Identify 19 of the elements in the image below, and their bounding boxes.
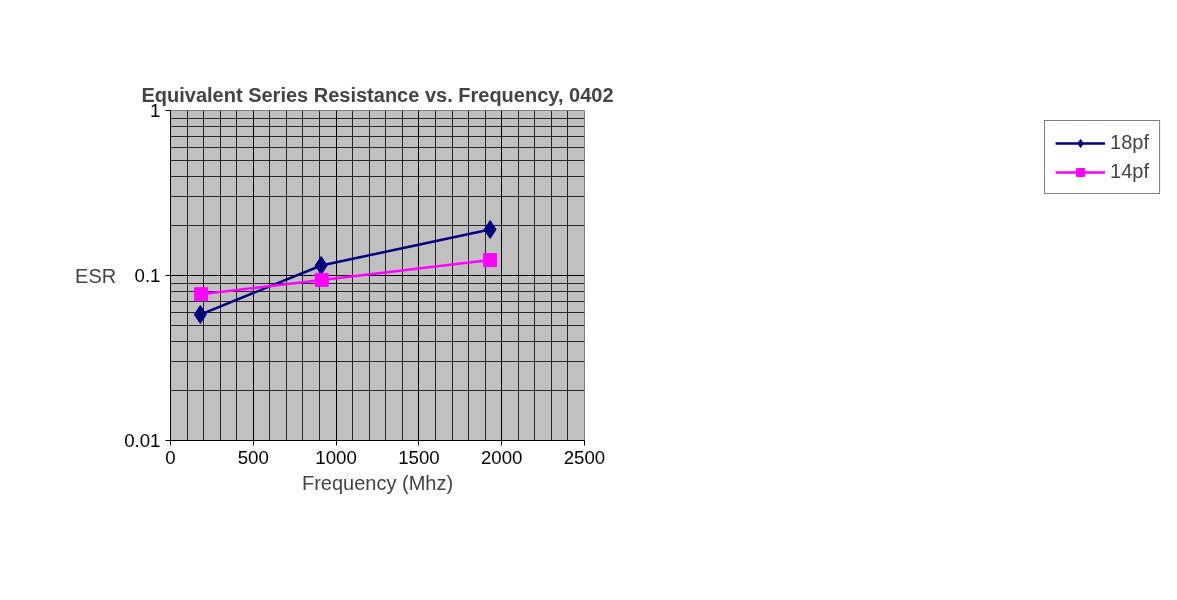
x-tick-label: 0 [165,446,176,468]
x-tick-label: 2000 [480,446,523,468]
chart-title: Equivalent Series Resistance vs. Frequency, 0402 [141,83,614,106]
y-tick-label: 0.01 [124,430,161,451]
x-tick-label: 2500 [563,446,606,468]
x-tick-label: 1500 [398,446,440,468]
point [193,305,207,325]
y-axis-title: ESR [75,264,117,287]
point [194,287,209,302]
x-axis-title: Frequency (Mhz) [301,471,454,494]
x-tick-label: 500 [237,446,269,468]
point [483,220,497,240]
y-tick-label: 0.1 [134,265,161,286]
legend-label: 18pf [1110,131,1149,154]
point [314,255,328,275]
x-tick-label: 1000 [315,446,357,468]
legend-label: 14pf [1110,160,1149,183]
point [483,253,498,268]
point [314,272,329,287]
